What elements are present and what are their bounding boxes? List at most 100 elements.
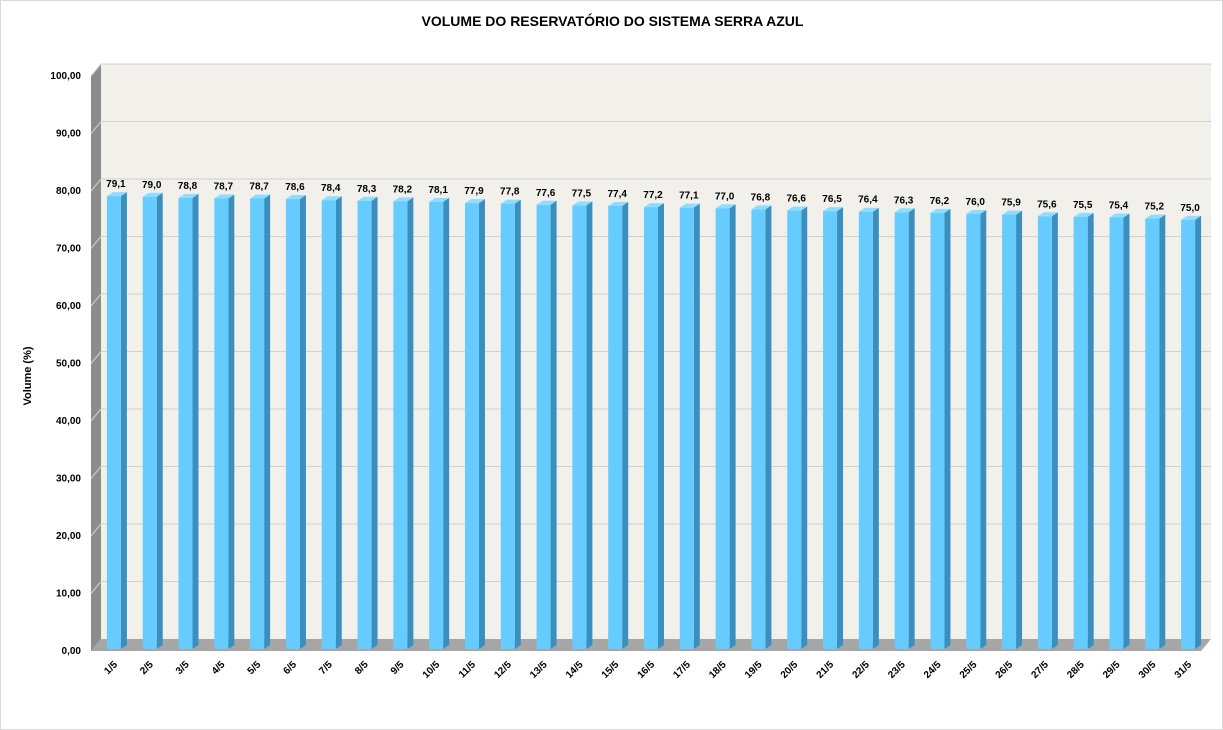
bar-side	[264, 194, 271, 649]
bar-top	[178, 193, 199, 198]
bar-top	[214, 194, 235, 199]
bar-top	[500, 199, 521, 204]
x-tick-label: 23/5	[886, 659, 908, 681]
x-tick-label: 27/5	[1029, 659, 1051, 681]
x-tick-label: 29/5	[1101, 659, 1123, 681]
x-tick-label: 20/5	[779, 659, 801, 681]
gridline-side	[90, 121, 102, 134]
bar	[178, 197, 193, 649]
bar	[285, 199, 300, 650]
bar-side	[120, 192, 127, 650]
data-label: 78,7	[249, 181, 269, 192]
y-tick-label: 0,00	[62, 646, 82, 657]
bar-top	[751, 205, 772, 210]
bar-top	[679, 203, 700, 208]
bar	[214, 198, 229, 649]
bar-top	[106, 192, 127, 197]
bar	[1073, 216, 1088, 649]
data-label: 75,6	[1037, 199, 1057, 210]
x-tick-label: 5/5	[246, 659, 264, 677]
y-tick-label: 100,00	[50, 71, 81, 82]
bar-top	[285, 195, 306, 200]
gridline-side	[90, 63, 102, 77]
x-tick-label: 31/5	[1173, 659, 1195, 681]
data-label: 76,4	[858, 195, 878, 206]
bar	[1145, 218, 1160, 649]
bar-top	[464, 199, 485, 204]
bar	[715, 208, 730, 649]
bar-top	[787, 206, 808, 211]
data-label: 77,8	[500, 187, 520, 198]
bar	[787, 210, 802, 650]
x-tick-label: 19/5	[743, 659, 765, 681]
data-label: 76,8	[751, 192, 771, 203]
bar-top	[429, 197, 450, 202]
x-tick-label: 25/5	[958, 659, 980, 681]
x-tick-label: 4/5	[210, 659, 228, 677]
data-label: 78,2	[393, 184, 413, 195]
x-tick-label: 12/5	[492, 659, 514, 681]
x-tick-label: 8/5	[353, 659, 371, 677]
bar-side	[1159, 214, 1166, 649]
bar-top	[608, 201, 629, 206]
bar	[930, 212, 945, 649]
data-label: 78,1	[428, 185, 448, 196]
y-tick-label: 40,00	[56, 416, 81, 427]
y-tick-label: 20,00	[56, 531, 81, 542]
bar	[608, 205, 623, 649]
bar	[644, 207, 658, 649]
data-label: 76,0	[966, 197, 986, 208]
x-tick-label: 14/5	[564, 659, 586, 681]
x-tick-label: 13/5	[528, 659, 550, 681]
data-label: 75,0	[1180, 203, 1200, 214]
bar	[500, 203, 515, 649]
bar-side	[765, 205, 772, 649]
bar	[1037, 216, 1052, 650]
bar-top	[894, 208, 915, 213]
bar-side	[443, 197, 450, 650]
bar	[250, 198, 265, 649]
bar	[572, 205, 587, 649]
bar-top	[1037, 212, 1058, 217]
data-label: 77,4	[607, 189, 627, 200]
bar-side	[801, 206, 808, 650]
bar-side	[299, 195, 306, 650]
bar-side	[1195, 215, 1202, 649]
data-label: 78,3	[357, 184, 377, 195]
bar-side	[371, 196, 378, 649]
x-tick-label: 15/5	[600, 659, 622, 681]
x-tick-label: 22/5	[850, 659, 872, 681]
bar-side	[622, 201, 629, 649]
x-tick-label: 2/5	[138, 659, 156, 677]
bar-top	[357, 196, 378, 201]
x-tick-label: 16/5	[636, 659, 658, 681]
bar-side	[335, 196, 342, 649]
bar	[1109, 217, 1124, 649]
data-label: 78,7	[214, 181, 234, 192]
bar-side	[658, 203, 664, 649]
data-label: 75,5	[1073, 200, 1093, 211]
bar-side	[729, 204, 736, 649]
bar-side	[586, 201, 593, 649]
data-label: 75,9	[1001, 198, 1021, 209]
x-tick-label: 6/5	[281, 659, 299, 677]
bar-top	[1181, 215, 1202, 220]
bar	[751, 209, 766, 649]
y-tick-label: 30,00	[56, 474, 81, 485]
bar	[823, 211, 838, 649]
bar-top	[250, 194, 271, 199]
y-tick-label: 50,00	[56, 359, 81, 370]
bar	[142, 196, 157, 649]
data-label: 77,2	[643, 190, 663, 201]
data-label: 76,6	[786, 194, 806, 205]
bar-side	[514, 199, 521, 649]
bar-side	[1123, 213, 1130, 649]
bar-side	[192, 193, 199, 649]
bar-side	[944, 208, 951, 649]
bar-top	[715, 204, 736, 209]
x-tick-label: 21/5	[815, 659, 837, 681]
bar-top	[966, 210, 987, 214]
data-label: 77,0	[715, 191, 735, 202]
chart-title: VOLUME DO RESERVATÓRIO DO SISTEMA SERRA …	[421, 13, 804, 29]
